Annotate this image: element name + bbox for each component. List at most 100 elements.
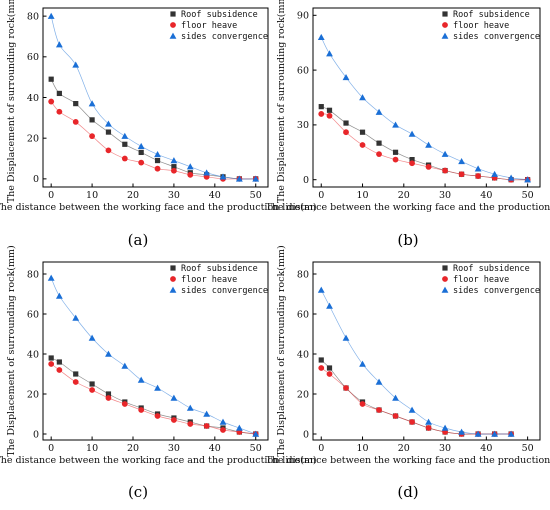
- panel-c-point: [137, 376, 145, 383]
- panel-b-point: [442, 167, 448, 174]
- panel-c-series-0: [48, 355, 259, 437]
- panel-b-legend-label: sides convergence: [453, 32, 540, 42]
- panel-b-point: [458, 158, 465, 165]
- panel-a-ylabel: The Displacement of surrounding rock(mm): [6, 0, 17, 203]
- panel-d-series-line: [321, 359, 512, 435]
- panel-d-point: [318, 357, 324, 363]
- panel-c-point: [72, 379, 79, 385]
- panel-c-point: [47, 274, 55, 281]
- panel-d-point: [507, 430, 515, 437]
- panel-d-point: [392, 413, 399, 419]
- panel-b-point: [326, 107, 333, 113]
- panel-a-series-0: [48, 76, 259, 182]
- panel-b-point: [359, 129, 366, 135]
- panel-d-point: [359, 360, 366, 367]
- panel-a-point: [171, 167, 177, 174]
- panel-b-point: [392, 156, 399, 163]
- panel-a-ytick-label: 20: [27, 133, 39, 144]
- panel-b-series-line: [321, 106, 528, 181]
- panel-d-series-0: [318, 357, 514, 437]
- panel-d-legend-label: floor heave: [453, 275, 509, 285]
- panel-d-xtick-label: 50: [522, 443, 534, 454]
- panel-c-ytick-label: 40: [27, 349, 39, 360]
- panel-c-point: [48, 355, 54, 361]
- panel-b-ytick-label: 90: [297, 11, 309, 22]
- panel-b-point: [474, 165, 482, 172]
- panel-c-point: [170, 394, 178, 401]
- panel-d-point: [375, 378, 383, 385]
- panel-a-point: [73, 101, 79, 107]
- panel-c-point: [203, 423, 210, 429]
- panel-a-series-1: [48, 98, 259, 182]
- panel-d-point: [343, 385, 349, 391]
- panel-a-point: [137, 142, 145, 150]
- panel-c-ylabel: The Displacement of surrounding rock(mm): [6, 245, 17, 456]
- panel-a-point: [48, 76, 54, 82]
- panel-a-point: [154, 151, 161, 158]
- panel-d-point: [408, 406, 416, 413]
- panel-c-point: [235, 424, 243, 431]
- panel-b-series-2: [317, 33, 532, 183]
- panel-c-xtick-label: 20: [127, 443, 139, 454]
- panel-c-point: [154, 384, 161, 391]
- panel-d-ytick-label: 60: [297, 309, 309, 320]
- panel-c-ytick-label: 20: [27, 389, 39, 400]
- panel-a-point: [252, 175, 260, 182]
- panel-b-legend-marker: [441, 32, 449, 39]
- panel-c-frame: [42, 261, 269, 441]
- panel-a-ytick-label: 0: [33, 174, 39, 185]
- panel-b-xtick-label: 10: [356, 190, 368, 201]
- panel-b-legend-label: Roof subsidence: [453, 10, 530, 20]
- panel-a-point: [56, 108, 63, 115]
- panel-d-xtick-label: 20: [398, 443, 410, 454]
- panel-c-point: [56, 359, 62, 365]
- panel-a-point: [89, 133, 95, 140]
- panel-d-point: [491, 430, 498, 437]
- panel-b: 0 10 20 30 40 50 0 30 60 90 The distance between t…: [265, 0, 550, 249]
- panel-d: 0 10 20 30 40 50 0 20 40 60 80 The distance between…: [265, 245, 550, 501]
- panel-c-xtick-label: 40: [209, 443, 221, 454]
- panel-c-xtick-label: 50: [250, 443, 262, 454]
- panel-c-point: [154, 413, 161, 419]
- panel-c-point: [121, 401, 128, 407]
- panel-d-legend-label: Roof subsidence: [453, 264, 530, 274]
- panel-b-point: [507, 174, 515, 181]
- panel-d-series-line: [321, 367, 512, 435]
- panel-c-xtick-label: 10: [86, 443, 98, 454]
- panel-c-series-2: [47, 274, 260, 437]
- panel-c-point: [88, 334, 96, 341]
- panel-c-point: [89, 387, 95, 393]
- panel-d-label: (d): [397, 483, 418, 501]
- panel-d-xtick-label: 30: [439, 443, 451, 454]
- panel-b-point: [409, 157, 415, 163]
- panel-a-point: [56, 90, 62, 97]
- panel-d-legend-marker: [441, 286, 449, 293]
- panel-d-xlabel: The distance between the working face an…: [265, 455, 550, 466]
- panel-a-xtick-label: 40: [209, 190, 221, 201]
- panel-a-point: [72, 119, 79, 125]
- panel-a-ytick-label: 60: [27, 52, 39, 63]
- panel-c-legend-marker: [170, 276, 176, 282]
- panel-c-point: [105, 391, 112, 397]
- panel-b-point: [392, 149, 399, 155]
- panel-b-series-0: [318, 104, 531, 183]
- panel-a-point: [171, 164, 177, 170]
- panel-b-xtick-label: 50: [522, 190, 534, 201]
- panel-c-point: [48, 361, 55, 367]
- panel-b-label: (b): [397, 231, 418, 249]
- panel-a-legend-label: sides convergence: [181, 32, 268, 42]
- panel-a-point: [186, 163, 194, 170]
- panel-a: 0 10 20 30 40 50 0 20 40 60 80 The distance between…: [0, 0, 317, 249]
- panel-b-point: [475, 173, 481, 179]
- panel-b-ytick-label: 60: [297, 65, 309, 76]
- panel-b-series-line: [321, 113, 528, 181]
- panel-a-ytick-label: 80: [27, 11, 39, 22]
- panel-b-xlabel: The distance between the working face an…: [265, 202, 550, 213]
- panel-a-series-line: [50, 101, 256, 180]
- panel-c-point: [105, 395, 112, 401]
- panel-a-point: [88, 100, 96, 107]
- panel-c-xlabel: The distance between the working face an…: [0, 455, 317, 466]
- panel-d-ytick-label: 20: [297, 389, 309, 400]
- panel-d-ytick-label: 80: [297, 269, 309, 280]
